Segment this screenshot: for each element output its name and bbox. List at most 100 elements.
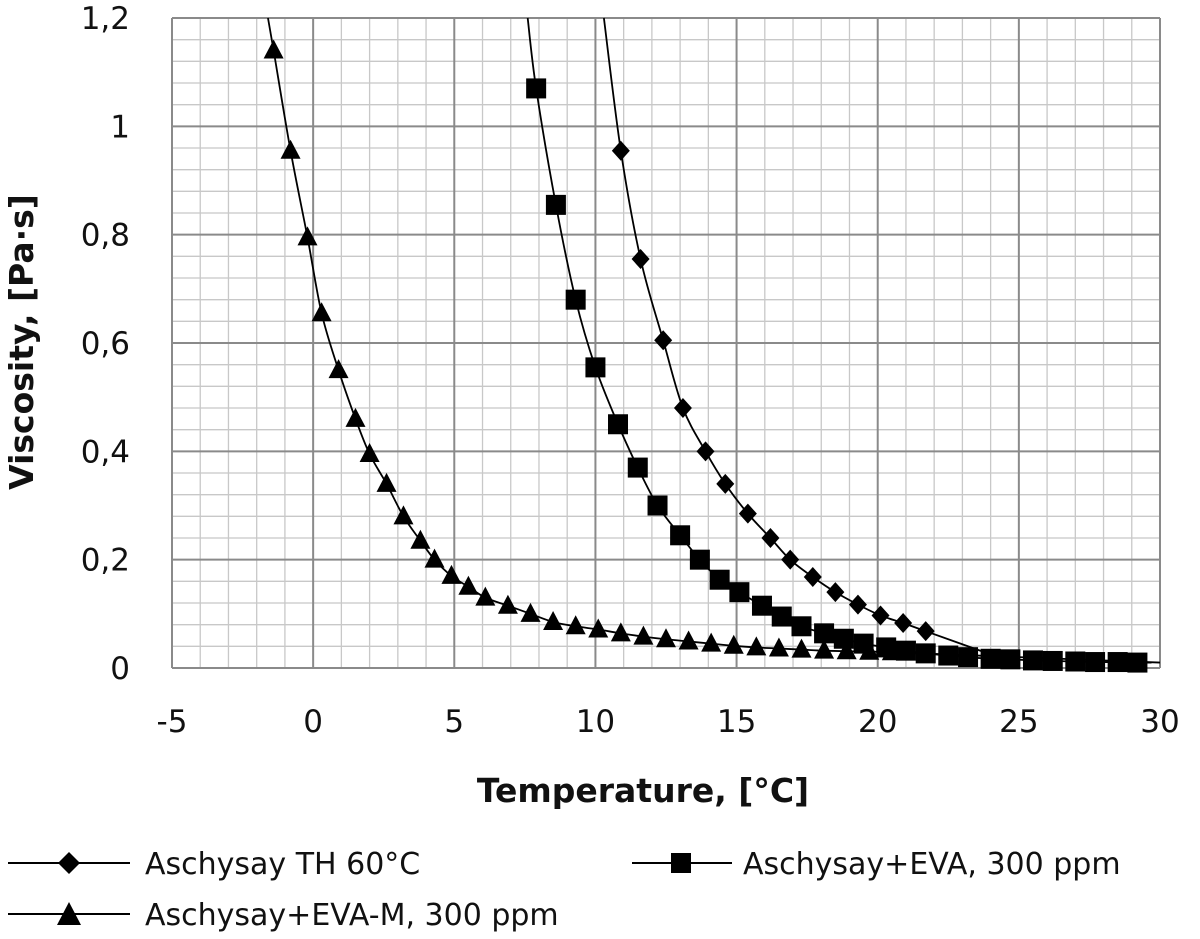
data-point-square [709, 569, 730, 590]
data-point-triangle [311, 302, 332, 322]
data-point-triangle [393, 505, 414, 525]
data-point-diamond [696, 441, 715, 462]
x-tick-label: 30 [1140, 704, 1179, 740]
data-point-square [1107, 652, 1128, 673]
data-point-square [814, 623, 835, 644]
data-point-diamond [738, 503, 757, 524]
data-point-square [791, 616, 812, 637]
data-point-triangle [345, 407, 366, 427]
data-point-triangle [410, 529, 431, 549]
legend-label: Aschysay TH 60°C [145, 847, 420, 882]
data-point-square [729, 582, 750, 603]
data-point-square [1127, 652, 1148, 673]
data-point-diamond [848, 594, 867, 615]
triangle-icon [57, 902, 81, 925]
data-point-square [771, 606, 792, 627]
data-point-triangle [441, 564, 462, 584]
data-point-square [958, 647, 979, 668]
data-point-triangle [520, 602, 541, 622]
data-point-triangle [610, 622, 631, 642]
y-tick-label: 0,6 [81, 326, 130, 362]
data-point-square [689, 549, 710, 570]
data-point-triangle [263, 39, 284, 59]
data-point-square [980, 648, 1001, 669]
series-lines [267, 17, 1161, 664]
data-point-square [608, 414, 629, 435]
y-tick-label: 0 [110, 651, 130, 687]
data-point-triangle [701, 632, 722, 652]
data-point-square [915, 643, 936, 664]
data-point-diamond [781, 549, 800, 570]
legend-item-series-3: Aschysay+EVA-M, 300 ppm [8, 898, 559, 933]
data-point-diamond [611, 140, 630, 161]
data-point-triangle [881, 641, 902, 661]
diamond-icon [58, 852, 80, 874]
data-point-triangle [633, 625, 654, 645]
series-markers [263, 39, 1148, 673]
data-point-diamond [654, 330, 673, 351]
legend-item-series-1: Aschysay TH 60°C [8, 847, 420, 882]
data-point-triangle [280, 139, 301, 159]
y-axis-ticks: 0 0,2 0,4 0,6 0,8 1 1,2 [81, 1, 130, 687]
y-axis-title: Viscosity, [Pa·s] [2, 194, 41, 490]
data-point-triangle [768, 637, 789, 657]
data-point-triangle [859, 640, 880, 660]
data-point-diamond [871, 605, 890, 626]
data-point-square [833, 628, 854, 649]
data-point-triangle [723, 634, 744, 654]
data-point-triangle [475, 586, 496, 606]
y-tick-label: 0,8 [81, 218, 130, 254]
data-point-diamond [631, 249, 650, 270]
data-point-triangle [328, 359, 349, 379]
legend-label: Aschysay+EVA-M, 300 ppm [145, 898, 559, 933]
series-line-3 [267, 17, 1161, 664]
data-point-triangle [588, 618, 609, 638]
data-point-square [751, 595, 772, 616]
data-point-triangle [359, 443, 380, 463]
x-tick-label: 25 [999, 704, 1038, 740]
x-tick-label: 15 [717, 704, 756, 740]
data-point-triangle [424, 548, 445, 568]
y-tick-label: 0,4 [81, 434, 130, 470]
series-line-2 [526, 17, 1152, 664]
data-point-diamond [826, 582, 845, 603]
data-point-triangle [836, 640, 857, 660]
data-point-square [1022, 650, 1043, 671]
data-point-square [670, 525, 691, 546]
square-icon [671, 853, 691, 873]
data-point-diamond [803, 567, 822, 587]
x-tick-label: 5 [444, 704, 464, 740]
data-point-triangle [376, 472, 397, 492]
y-tick-label: 1 [110, 109, 130, 145]
data-point-triangle [497, 594, 518, 614]
x-axis-ticks: -5 0 5 10 15 20 25 30 [157, 704, 1180, 740]
data-point-triangle [543, 610, 564, 630]
legend: Aschysay TH 60°C Aschysay+EVA, 300 ppm A… [8, 847, 1121, 933]
data-point-square [585, 357, 606, 378]
data-point-square [647, 495, 668, 516]
data-point-diamond [673, 398, 692, 418]
x-tick-label: 10 [576, 704, 615, 740]
data-point-square [1042, 650, 1063, 671]
data-point-triangle [678, 630, 699, 650]
x-tick-label: -5 [157, 704, 188, 740]
data-point-triangle [814, 639, 835, 659]
data-point-diamond [894, 613, 913, 634]
data-point-square [565, 289, 586, 310]
data-point-triangle [791, 638, 812, 658]
x-tick-label: 0 [303, 704, 323, 740]
data-point-square [1085, 652, 1106, 673]
data-point-diamond [761, 528, 780, 548]
y-tick-label: 1,2 [81, 1, 130, 37]
data-point-triangle [656, 628, 676, 648]
data-point-square [895, 640, 916, 661]
data-point-triangle [458, 575, 479, 595]
data-point-square [526, 78, 547, 99]
data-point-square [938, 645, 959, 666]
data-point-triangle [565, 615, 586, 635]
data-point-square [545, 194, 566, 215]
y-tick-label: 0,2 [81, 543, 130, 579]
data-point-diamond [916, 621, 935, 642]
legend-item-series-2: Aschysay+EVA, 300 ppm [632, 847, 1121, 882]
